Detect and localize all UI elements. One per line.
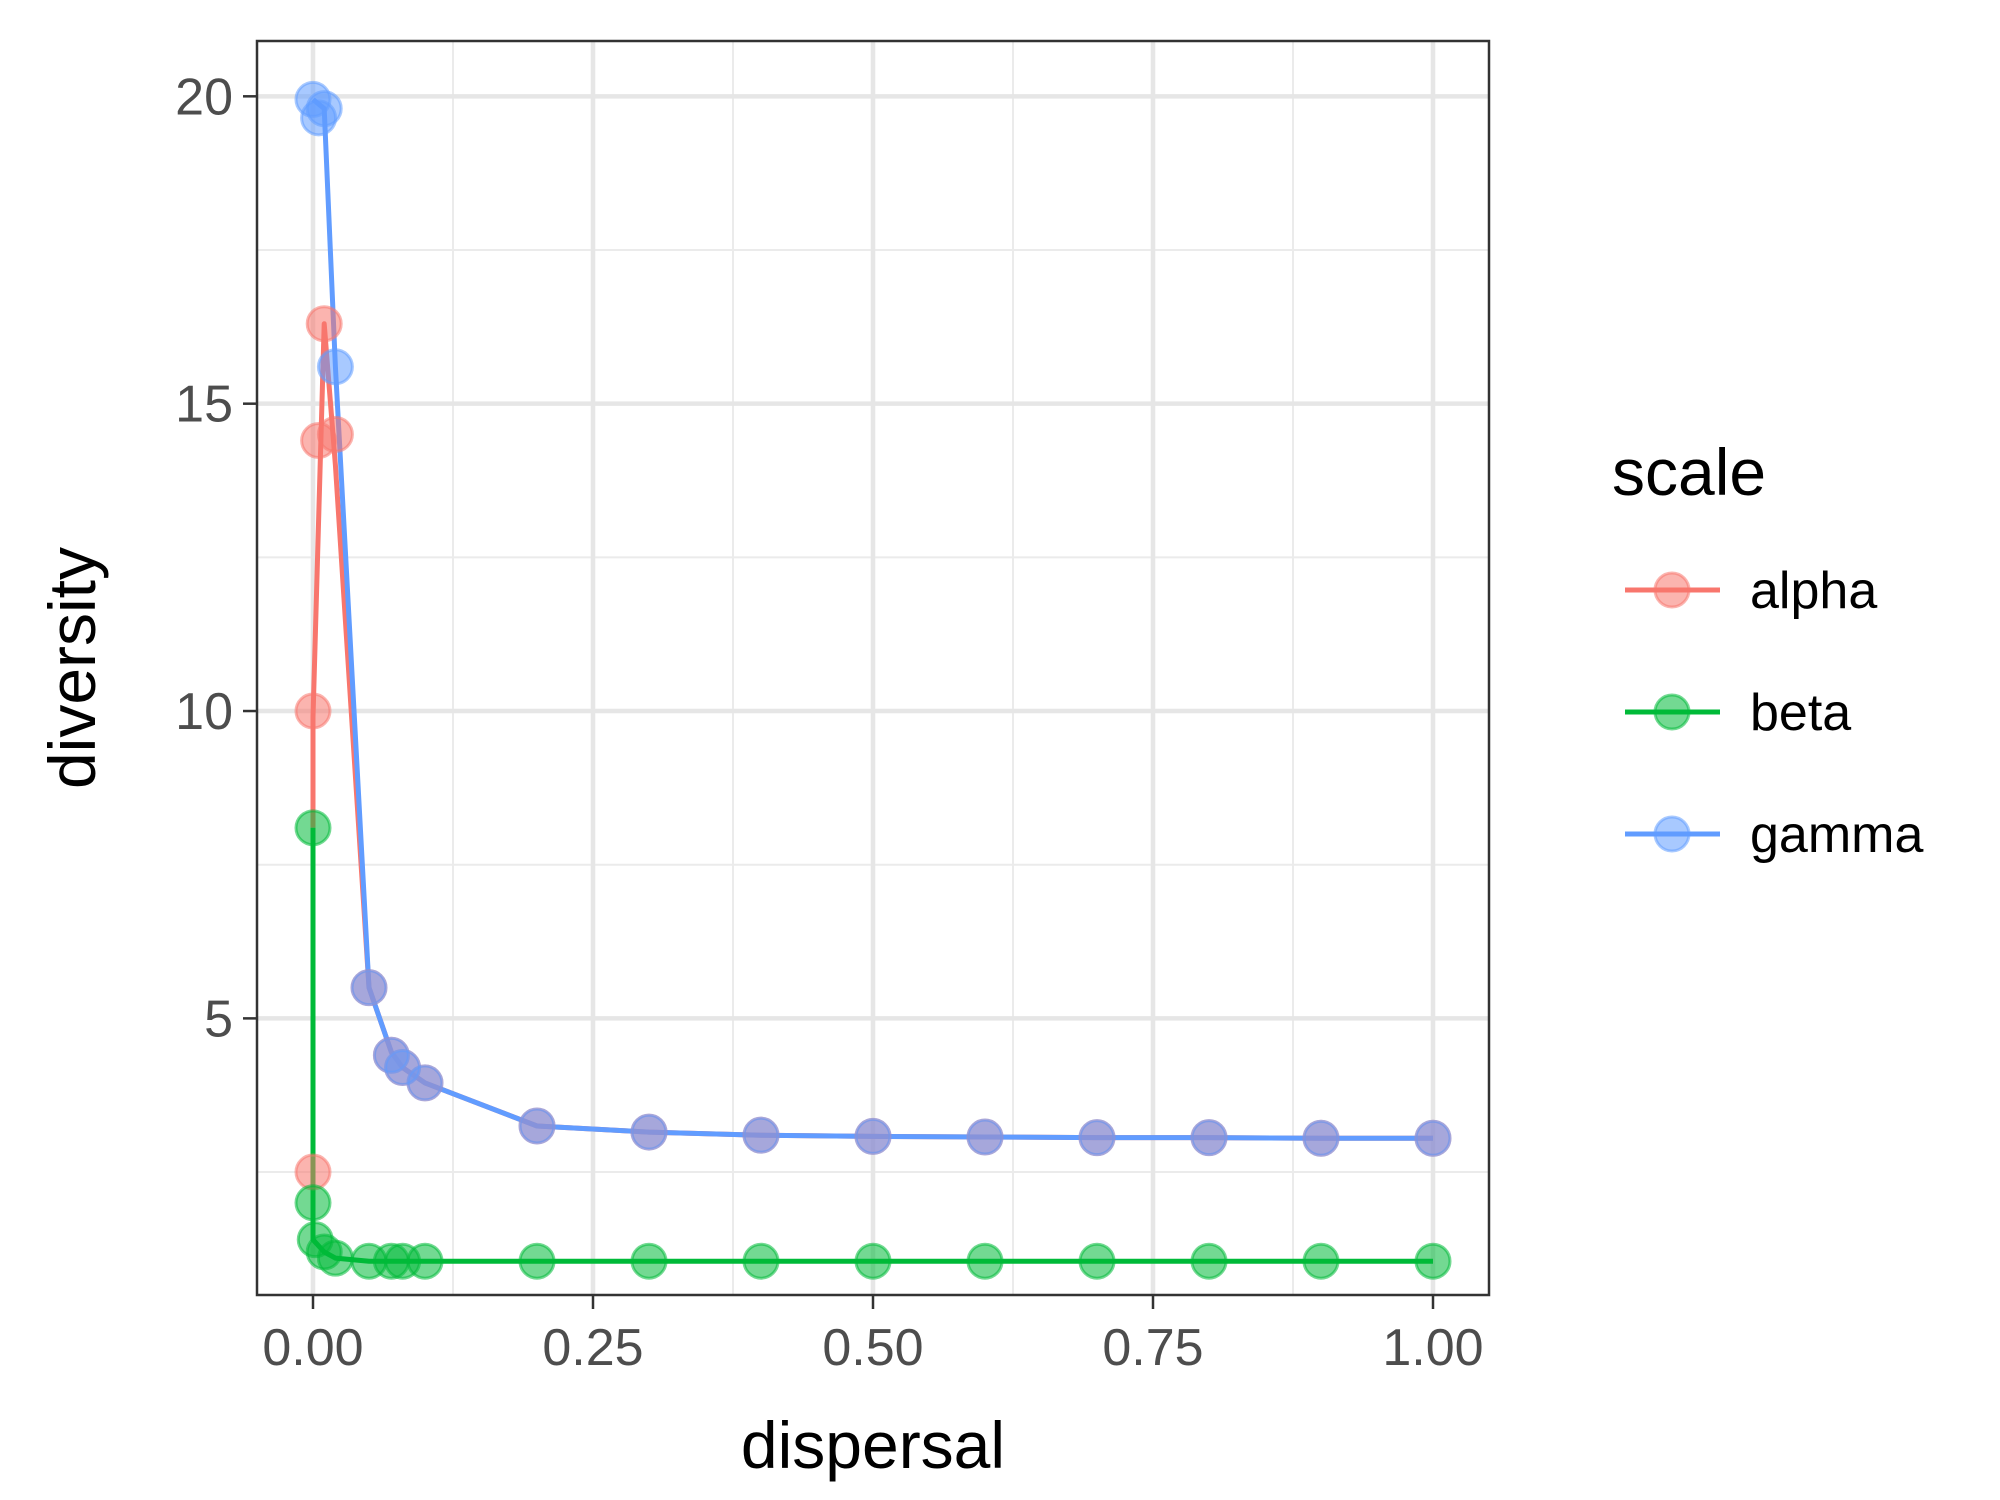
legend-key-point: [1653, 571, 1691, 609]
gamma-point: [518, 1107, 556, 1145]
gamma-point: [742, 1116, 780, 1154]
x-axis-ticks: 0.00 0.25 0.50 0.75 1.00: [262, 1295, 1484, 1377]
y-axis-ticks: 5 10 15 20: [175, 68, 257, 1048]
series-points: [294, 80, 1452, 1280]
legend-key-point: [1653, 693, 1691, 731]
gamma-point: [406, 1064, 444, 1102]
beta-point: [294, 1184, 332, 1222]
x-tick-label: 0.25: [542, 1319, 643, 1377]
legend: scale alpha beta gamma: [1612, 435, 1923, 864]
legend-label: beta: [1750, 684, 1851, 742]
gamma-point: [966, 1118, 1004, 1156]
y-tick-label: 20: [175, 68, 233, 126]
legend-title: scale: [1612, 435, 1766, 509]
y-axis-title: diversity: [35, 547, 109, 789]
legend-item-beta: beta: [1625, 684, 1851, 742]
beta-point: [1414, 1242, 1452, 1280]
legend-label: gamma: [1750, 806, 1923, 864]
beta-point: [742, 1242, 780, 1280]
beta-point: [630, 1242, 668, 1280]
x-tick-label: 1.00: [1382, 1319, 1483, 1377]
beta-point: [1302, 1242, 1340, 1280]
y-tick-label: 5: [204, 990, 233, 1048]
legend-item-alpha: alpha: [1625, 562, 1877, 620]
x-tick-label: 0.50: [822, 1319, 923, 1377]
y-tick-label: 15: [175, 376, 233, 434]
gamma-point: [1078, 1119, 1116, 1157]
gamma-point: [350, 969, 388, 1007]
alpha-point: [294, 1153, 332, 1191]
beta-point: [854, 1242, 892, 1280]
beta-point: [1190, 1242, 1228, 1280]
x-tick-label: 0.00: [262, 1319, 363, 1377]
beta-point: [966, 1242, 1004, 1280]
beta-point: [518, 1242, 556, 1280]
gamma-point: [1190, 1119, 1228, 1157]
legend-key-point: [1653, 815, 1691, 853]
major-gridlines: [257, 41, 1489, 1295]
alpha-point: [305, 305, 343, 343]
legend-item-gamma: gamma: [1625, 806, 1923, 864]
gamma-line: [311, 97, 1433, 1141]
x-axis-title: dispersal: [741, 1408, 1005, 1482]
beta-point: [1078, 1242, 1116, 1280]
legend-items: alpha beta gamma: [1625, 562, 1923, 864]
x-tick-label: 0.75: [1102, 1319, 1203, 1377]
gamma-point: [630, 1113, 668, 1151]
beta-point: [316, 1239, 354, 1277]
beta-point: [294, 809, 332, 847]
y-tick-label: 10: [175, 683, 233, 741]
beta-point: [406, 1242, 444, 1280]
alpha-point: [294, 692, 332, 730]
gamma-point: [1302, 1119, 1340, 1157]
gamma-point: [1414, 1119, 1452, 1157]
legend-label: alpha: [1750, 562, 1877, 620]
gamma-point: [305, 90, 343, 128]
gamma-point: [316, 348, 354, 386]
gamma-point: [854, 1117, 892, 1155]
alpha-point: [316, 415, 354, 453]
